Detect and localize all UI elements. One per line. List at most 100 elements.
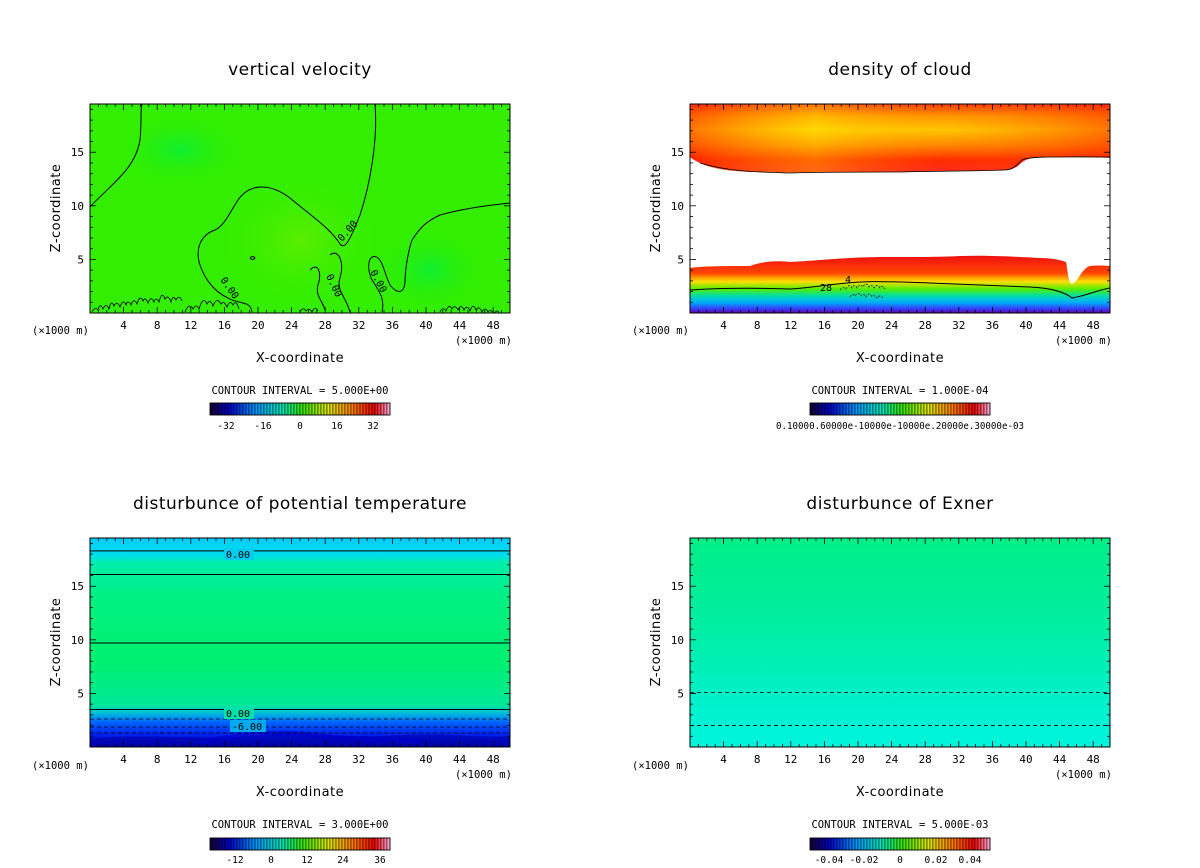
x-unit-left: (×1000 m): [32, 760, 89, 772]
colorbar-segment: [866, 837, 871, 851]
colorbar-segment: [809, 402, 814, 416]
colorbar-segment: [923, 837, 928, 851]
colorbar-segment: [920, 837, 925, 851]
x-axis-label: X-coordinate: [256, 351, 344, 366]
colorbar-tick: 0: [897, 855, 903, 866]
y-tick-label: 5: [77, 253, 84, 266]
y-axis-label: Z-coordinate: [49, 598, 64, 687]
colorbar-segment: [281, 402, 286, 416]
colorbar-segment: [335, 837, 340, 851]
colorbar-segment: [968, 402, 973, 416]
colorbar-segment: [386, 837, 391, 851]
colorbar: [809, 402, 991, 416]
colorbar-segment: [374, 402, 379, 416]
colorbar-segment: [872, 402, 877, 416]
colorbar-segment: [251, 402, 256, 416]
colorbar-frame: [809, 402, 991, 416]
contour-label: 0.00: [226, 550, 250, 561]
x-unit-right: (×1000 m): [455, 335, 512, 347]
x-tick-label: 16: [818, 753, 831, 766]
colorbar-segment: [851, 837, 856, 851]
contour-label: -6.00: [232, 722, 262, 733]
y-tick-label: 10: [671, 200, 684, 213]
colorbar-segment: [284, 837, 289, 851]
colorbar-segment: [260, 837, 265, 851]
x-axis-label: X-coordinate: [256, 785, 344, 800]
colorbar-segment: [836, 837, 841, 851]
y-tick-label: 10: [71, 634, 84, 647]
chart-title: disturbunce of Exner: [806, 494, 993, 514]
colorbar-segment: [314, 402, 319, 416]
colorbar-segment: [215, 837, 220, 851]
colorbar-segment: [935, 837, 940, 851]
colorbar-segment: [926, 402, 931, 416]
colorbar-segment: [878, 402, 883, 416]
colorbar-segment: [953, 837, 958, 851]
colorbar-segment: [881, 402, 886, 416]
colorbar-segment: [965, 837, 970, 851]
x-tick-label: 12: [784, 753, 797, 766]
colorbar-segment: [947, 402, 952, 416]
label-backing: [224, 548, 254, 560]
colorbar-segment: [245, 402, 250, 416]
colorbar-segment: [911, 837, 916, 851]
colorbar-segment: [290, 402, 295, 416]
colorbar-segment: [302, 402, 307, 416]
colorbar-segment: [236, 837, 241, 851]
colorbar-segment: [245, 837, 250, 851]
colorbar-segment: [809, 837, 814, 851]
contour-line: [91, 294, 183, 313]
colorbar-segment: [326, 837, 331, 851]
colorbar-tick: -12: [226, 855, 243, 866]
colorbar-segment: [341, 402, 346, 416]
colorbar-segment: [218, 837, 223, 851]
colorbar-segment: [287, 402, 292, 416]
colorbar-segment: [848, 837, 853, 851]
x-tick-label: 44: [453, 319, 467, 332]
colorbar-segment: [932, 837, 937, 851]
colorbar-segment: [344, 837, 349, 851]
colorbar-segment: [293, 402, 298, 416]
colorbar-segment: [905, 837, 910, 851]
colorbar-segment: [308, 837, 313, 851]
contour-interval: CONTOUR INTERVAL = 3.000E+00: [211, 819, 388, 831]
colorbar-tick: 0.04: [959, 855, 982, 866]
x-tick-label: 20: [851, 753, 864, 766]
colorbar-segment: [986, 837, 991, 851]
colorbar-segment: [266, 402, 271, 416]
colorbar-segment: [299, 837, 304, 851]
colorbar-segment: [209, 402, 214, 416]
colorbar-segment: [815, 837, 820, 851]
colorbar-segment: [932, 402, 937, 416]
colorbar-segment: [227, 402, 232, 416]
colorbar-segment: [875, 837, 880, 851]
colorbar-segment: [929, 837, 934, 851]
colorbar: [209, 402, 391, 416]
field-variation: [370, 225, 490, 313]
colorbar-segment: [857, 402, 862, 416]
panel-vertical-velocity: vertical velocity 0.00 0.00 0.00 0.00: [32, 60, 512, 432]
colorbar-segment: [281, 837, 286, 851]
colorbar-tick: 32: [367, 421, 378, 432]
colorbar-segment: [923, 402, 928, 416]
colorbar-segment: [821, 837, 826, 851]
panel-exner: disturbunce of Exner 4 8 12 16 20 24 28 32 36 40 4…: [632, 494, 1112, 866]
colorbar-segment: [959, 837, 964, 851]
colorbar-segment: [296, 402, 301, 416]
colorbar-segment: [236, 402, 241, 416]
colorbar-segment: [887, 402, 892, 416]
x-axis-label: X-coordinate: [856, 351, 944, 366]
contour-labels: 0.00 0.00 -6.00: [224, 548, 266, 733]
colorbar-segment: [929, 402, 934, 416]
colorbar-segment: [917, 402, 922, 416]
colorbar-segment: [845, 837, 850, 851]
colorbar-tick: 0: [268, 855, 274, 866]
colorbar-segment: [899, 402, 904, 416]
x-tick-label: 48: [487, 753, 500, 766]
colorbar-segment: [839, 402, 844, 416]
colorbar-segment: [857, 837, 862, 851]
field-variation: [210, 170, 390, 310]
colorbar-segment: [842, 402, 847, 416]
colorbar-tick: 0: [297, 421, 303, 432]
